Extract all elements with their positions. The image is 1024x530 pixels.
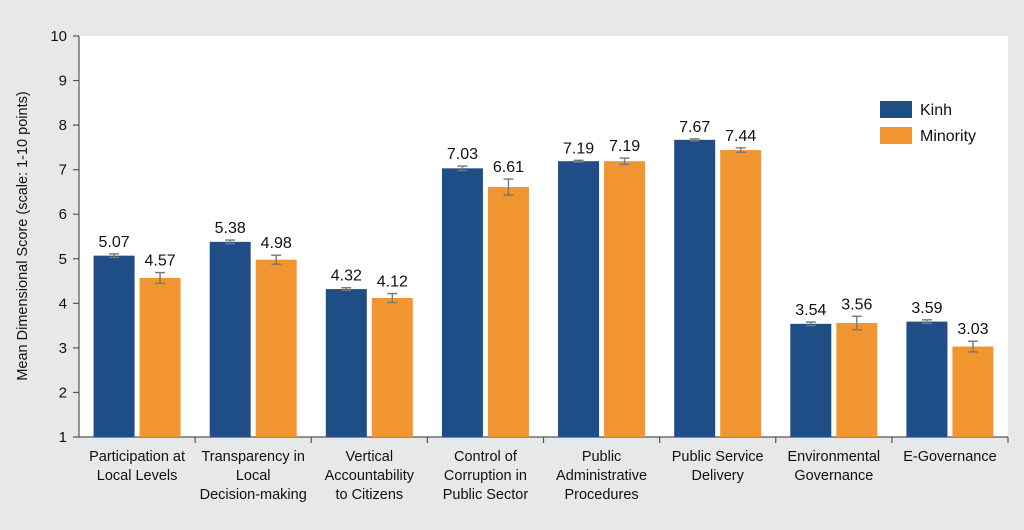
y-tick-label: 5 <box>59 251 67 268</box>
data-label: 6.61 <box>493 159 524 176</box>
data-label: 3.03 <box>957 321 988 338</box>
category-label-line: Participation at <box>89 449 185 465</box>
category-label-line: Public Service <box>672 449 764 465</box>
bar-kinh <box>558 161 600 437</box>
bar-kinh <box>790 323 832 437</box>
data-labels: 5.07 4.57 5.38 4.98 4.32 4.12 7.03 6.61 7.19 7.19… <box>98 119 988 338</box>
data-label: 7.67 <box>679 119 710 136</box>
bar-kinh <box>441 168 483 437</box>
category-label-line: Corruption in <box>444 468 527 484</box>
category-label-line: Public <box>582 449 622 465</box>
bar-minority <box>371 297 413 437</box>
data-label: 3.54 <box>795 302 826 319</box>
y-tick-label: 10 <box>50 28 67 45</box>
legend-label-kinh: Kinh <box>920 102 952 119</box>
data-label: 7.19 <box>609 138 640 155</box>
bar-minority <box>139 277 181 437</box>
bar-kinh <box>209 241 251 437</box>
legend-label-minority: Minority <box>920 128 976 145</box>
data-label: 7.19 <box>563 140 594 157</box>
data-label: 3.56 <box>841 296 872 313</box>
data-label: 3.59 <box>911 300 942 317</box>
bar-minority <box>952 346 994 437</box>
category-label: Control of Corruption in Public Sector <box>443 449 529 503</box>
category-label-line: Local Levels <box>97 468 178 484</box>
data-label: 4.32 <box>331 268 362 285</box>
category-label-line: Delivery <box>692 468 745 484</box>
category-label: Participation at Local Levels <box>89 449 185 484</box>
category-label-line: Local <box>236 468 271 484</box>
y-tick-label: 9 <box>59 73 67 90</box>
y-tick-label: 1 <box>59 429 67 446</box>
category-label-line: Administrative <box>556 468 647 484</box>
category-label-line: Procedures <box>564 487 638 503</box>
bar-minority <box>720 150 762 437</box>
bar-kinh <box>906 321 948 437</box>
category-label-line: E-Governance <box>903 449 997 465</box>
category-label-line: Governance <box>794 468 873 484</box>
bar-minority <box>836 322 878 437</box>
data-label: 4.98 <box>261 235 292 252</box>
bar-minority <box>487 187 529 437</box>
bar-kinh <box>93 255 135 437</box>
legend-swatch-kinh <box>880 101 912 118</box>
bar-minority <box>604 161 646 437</box>
data-label: 4.12 <box>377 274 408 291</box>
category-label-line: Vertical <box>346 449 394 465</box>
category-label: Public Service Delivery <box>672 449 764 484</box>
category-label-line: Decision-making <box>200 487 307 503</box>
category-label-line: Environmental <box>787 449 880 465</box>
y-tick-label: 4 <box>59 295 67 312</box>
category-label-line: Accountability <box>325 468 415 484</box>
bar-kinh <box>674 139 716 437</box>
bar-kinh <box>325 289 367 437</box>
y-tick-label: 2 <box>59 384 67 401</box>
data-label: 5.07 <box>98 234 129 251</box>
category-label-line: Public Sector <box>443 487 529 503</box>
legend-swatch-minority <box>880 127 912 144</box>
data-label: 5.38 <box>215 220 246 237</box>
legend: Kinh Minority <box>880 101 976 145</box>
category-label-line: Control of <box>454 449 518 465</box>
category-label-line: Transparency in <box>201 449 304 465</box>
bar-minority <box>255 259 297 437</box>
category-label-line: to Citizens <box>335 487 403 503</box>
y-tick-label: 6 <box>59 206 67 223</box>
category-label: E-Governance <box>903 449 997 465</box>
category-label: Public Administrative Procedures <box>556 449 647 503</box>
category-label: Environmental Governance <box>787 449 880 484</box>
data-label: 4.57 <box>144 253 175 270</box>
data-label: 7.44 <box>725 128 756 145</box>
data-label: 7.03 <box>447 146 478 163</box>
y-tick-label: 7 <box>59 162 67 179</box>
y-axis-label: Mean Dimensional Score (scale: 1-10 poin… <box>15 91 31 380</box>
category-labels: Participation at Local Levels Transparency… <box>89 449 997 503</box>
category-label: Transparency in Local Decision-making <box>200 449 307 503</box>
bars <box>93 138 994 437</box>
category-label: Vertical Accountability to Citizens <box>325 449 415 503</box>
y-tick-label: 3 <box>59 340 67 357</box>
y-tick-label: 8 <box>59 117 67 134</box>
